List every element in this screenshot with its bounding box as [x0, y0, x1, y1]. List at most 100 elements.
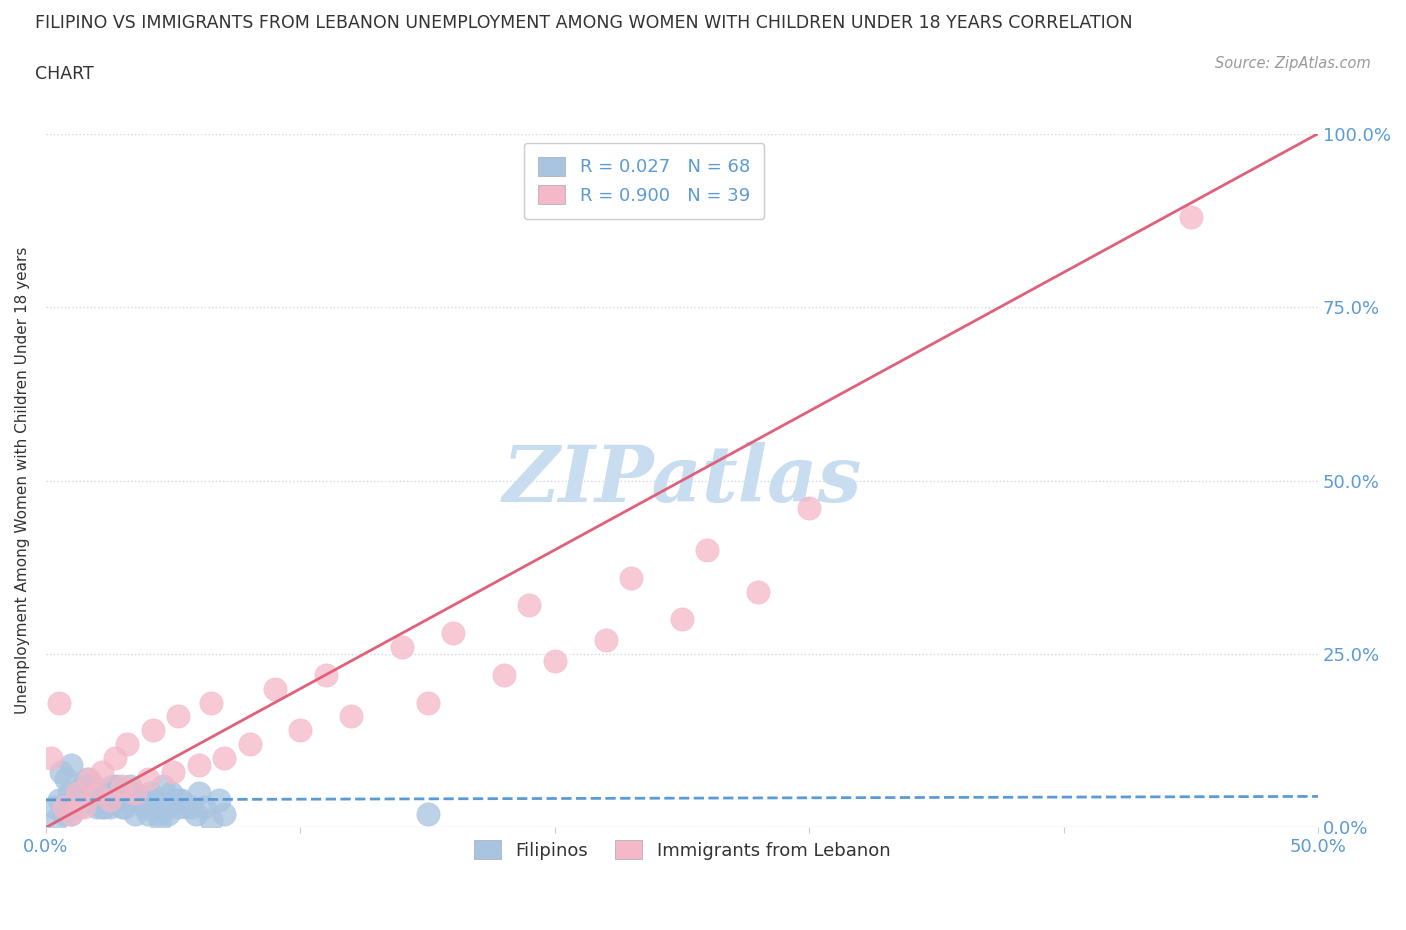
Point — [162, 764, 184, 779]
Point — [131, 792, 153, 807]
Point — [65, 785, 87, 800]
Point — [76, 771, 98, 786]
Point — [441, 626, 464, 641]
Point — [91, 799, 114, 814]
Point — [167, 709, 190, 724]
Point — [264, 681, 287, 696]
Legend: Filipinos, Immigrants from Lebanon: Filipinos, Immigrants from Lebanon — [467, 833, 897, 867]
Point — [1180, 209, 1202, 224]
Point — [162, 792, 184, 807]
Point — [39, 751, 62, 765]
Point — [65, 785, 87, 800]
Point — [155, 799, 177, 814]
Point — [200, 695, 222, 710]
Point — [51, 764, 73, 779]
Point — [696, 542, 718, 557]
Point — [111, 778, 134, 793]
Point — [114, 799, 136, 814]
Text: FILIPINO VS IMMIGRANTS FROM LEBANON UNEMPLOYMENT AMONG WOMEN WITH CHILDREN UNDER: FILIPINO VS IMMIGRANTS FROM LEBANON UNEM… — [35, 14, 1133, 32]
Point — [208, 792, 231, 807]
Point — [152, 778, 174, 793]
Point — [127, 792, 149, 807]
Point — [117, 737, 139, 751]
Point — [124, 806, 146, 821]
Point — [129, 792, 152, 807]
Point — [48, 792, 70, 807]
Point — [86, 785, 108, 800]
Point — [146, 806, 169, 821]
Point — [104, 751, 127, 765]
Point — [136, 799, 159, 814]
Point — [45, 813, 67, 828]
Point — [52, 799, 75, 814]
Point — [111, 785, 134, 800]
Point — [159, 785, 181, 800]
Point — [96, 792, 118, 807]
Point — [595, 632, 617, 647]
Point — [52, 806, 75, 821]
Text: ZIPatlas: ZIPatlas — [502, 443, 862, 519]
Point — [124, 785, 146, 800]
Point — [48, 695, 70, 710]
Point — [519, 598, 541, 613]
Point — [180, 799, 202, 814]
Text: Source: ZipAtlas.com: Source: ZipAtlas.com — [1215, 56, 1371, 71]
Point — [117, 785, 139, 800]
Point — [187, 785, 209, 800]
Point — [212, 806, 235, 821]
Point — [136, 806, 159, 821]
Point — [93, 799, 115, 814]
Point — [91, 764, 114, 779]
Point — [142, 723, 165, 737]
Point — [86, 785, 108, 800]
Point — [416, 806, 439, 821]
Point — [184, 806, 207, 821]
Point — [212, 751, 235, 765]
Point — [124, 792, 146, 807]
Point — [170, 792, 193, 807]
Text: CHART: CHART — [35, 65, 94, 83]
Point — [98, 792, 121, 807]
Point — [77, 771, 100, 786]
Point — [83, 785, 105, 800]
Point — [83, 778, 105, 793]
Point — [86, 799, 108, 814]
Point — [73, 778, 96, 793]
Point — [492, 668, 515, 683]
Point — [174, 799, 197, 814]
Point — [340, 709, 363, 724]
Point — [80, 792, 103, 807]
Point — [121, 785, 143, 800]
Point — [416, 695, 439, 710]
Point — [108, 792, 131, 807]
Point — [167, 792, 190, 807]
Point — [290, 723, 312, 737]
Point — [89, 792, 111, 807]
Point — [42, 799, 65, 814]
Point — [139, 785, 162, 800]
Point — [77, 778, 100, 793]
Point — [118, 778, 141, 793]
Point — [98, 799, 121, 814]
Point — [620, 570, 643, 585]
Point — [91, 792, 114, 807]
Point — [142, 799, 165, 814]
Point — [70, 778, 93, 793]
Point — [671, 612, 693, 627]
Point — [544, 654, 567, 669]
Point — [58, 785, 80, 800]
Point — [799, 501, 821, 516]
Point — [63, 792, 86, 807]
Point — [104, 785, 127, 800]
Point — [315, 668, 337, 683]
Point — [105, 778, 128, 793]
Point — [149, 813, 172, 828]
Point — [747, 584, 769, 599]
Point — [238, 737, 260, 751]
Point — [73, 799, 96, 814]
Point — [200, 813, 222, 828]
Point — [67, 799, 90, 814]
Point — [391, 640, 413, 655]
Point — [157, 806, 180, 821]
Point — [60, 758, 83, 773]
